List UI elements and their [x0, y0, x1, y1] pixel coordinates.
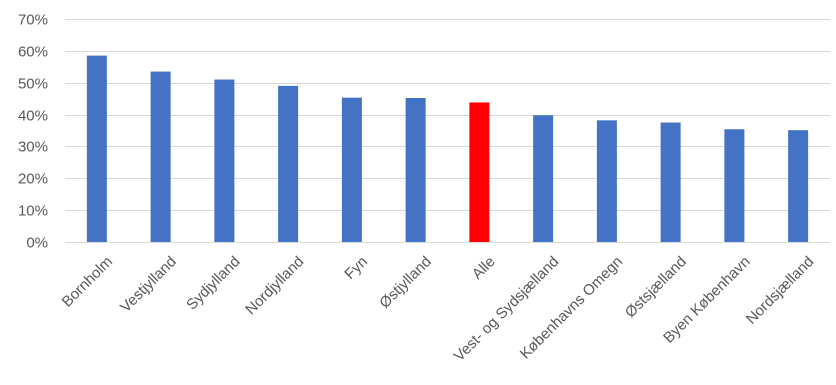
y-tick-label: 0%: [26, 235, 48, 252]
y-axis-tick-labels: 0% 10% 20% 30% 40% 50% 60% 70%: [18, 12, 48, 252]
x-axis-category-labels: Bornholm Vestjylland SydjyllandNordjylland…: [59, 253, 818, 365]
x-category-label: Østjylland: [376, 253, 435, 312]
y-tick-label: 70%: [18, 12, 48, 29]
x-category-label: Sydjylland: [183, 253, 243, 313]
bar-highlight: [469, 102, 490, 242]
x-category-label: Nordjylland: [242, 253, 307, 318]
y-tick-label: 20%: [18, 171, 48, 188]
bar: [596, 120, 617, 242]
bar: [278, 85, 299, 243]
bar: [86, 55, 107, 243]
bar: [405, 98, 426, 243]
bar: [724, 129, 745, 242]
x-category-label: Vest- og Sydsjælland: [451, 253, 563, 365]
y-tick-label: 50%: [18, 76, 48, 93]
bar: [214, 79, 235, 243]
bar: [788, 130, 809, 242]
bar: [533, 115, 554, 242]
bar: [660, 122, 681, 242]
y-tick-label: 10%: [18, 203, 48, 220]
x-category-label: Alle: [469, 253, 499, 283]
x-category-label: Nordsjælland: [743, 253, 818, 328]
bar: [341, 97, 362, 243]
gridlines: [65, 19, 830, 243]
y-tick-label: 30%: [18, 139, 48, 156]
bar: [150, 71, 171, 242]
x-category-label: Fyn: [341, 253, 371, 283]
x-category-label: Østsjælland: [622, 253, 690, 321]
x-category-label: Bornholm: [59, 253, 116, 310]
bars: [86, 55, 809, 243]
y-tick-label: 60%: [18, 44, 48, 61]
y-tick-label: 40%: [18, 108, 48, 125]
x-category-label: Vestjylland: [117, 253, 180, 316]
